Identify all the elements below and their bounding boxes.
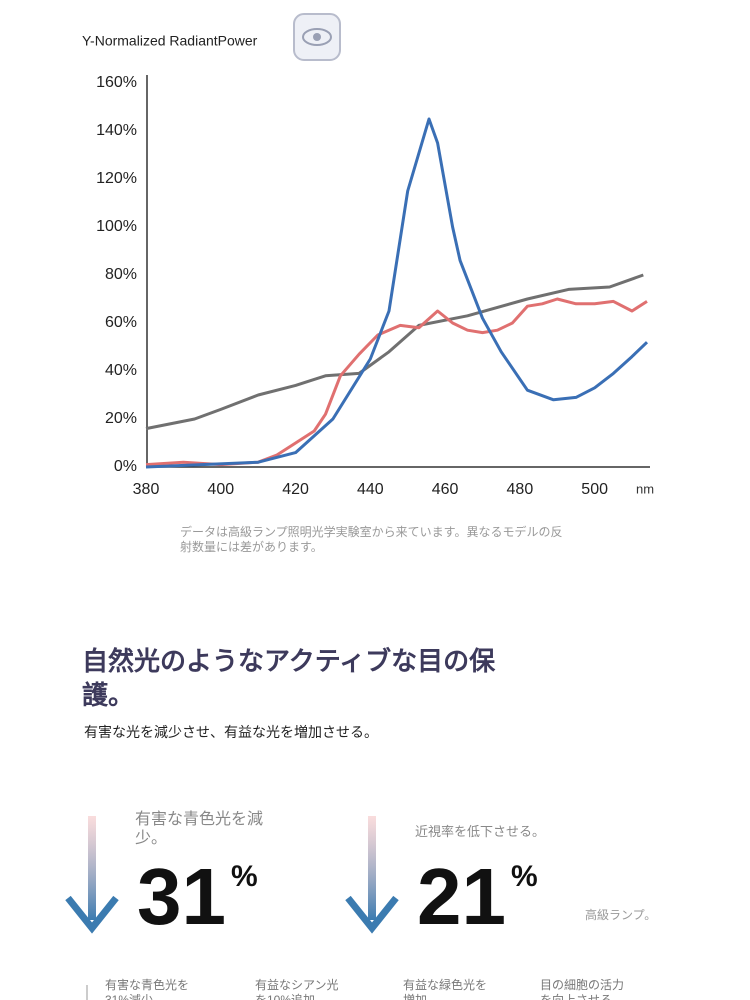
stat-caption: 近視率を低下させる。 [415,824,546,839]
y-tick-label: 20% [105,410,137,427]
x-tick-label: 380 [133,481,160,498]
y-axis-label: Y-Normalized RadiantPower [82,33,258,49]
x-tick-label: 440 [357,481,384,498]
y-tick-label: 0% [114,458,137,475]
series-line [145,273,644,431]
eye-icon [293,13,341,61]
y-tick-label: 60% [105,314,137,331]
stat-unit: % [231,860,258,893]
watermark: 高級ランプ。 [585,908,657,922]
down-arrow [65,816,119,934]
stat-value: 21 [417,852,506,941]
feature-text: 有益な緑色光を増加 [403,978,488,1000]
arrows [65,816,399,934]
feature-text: 有害な青色光を31%減少 [105,978,190,1000]
stat-value: 31 [137,852,226,941]
chart: Y-Normalized RadiantPower nm 0% 20% 40% 60%… [82,13,654,498]
series-line [145,297,648,467]
stat-unit: % [511,860,538,893]
feature-text: 有益なシアン光を10%追加 [255,978,339,1000]
y-tick-label: 40% [105,362,137,379]
series-line [145,117,649,469]
x-tick-label: 420 [282,481,309,498]
divider [86,985,88,1000]
x-tick-label: 400 [207,481,234,498]
x-tick-label: 460 [432,481,459,498]
heading: 自然光のようなアクティブな目の保護。 [82,646,496,710]
y-tick-label: 140% [96,122,137,139]
subheading: 有害な光を減少させ、有益な光を増加させる。 [84,724,378,740]
y-tick-label: 80% [105,266,137,283]
note: データは高級ランプ照明光学実験室から来ています。異なるモデルの反射数量には差があ… [180,525,563,554]
feature-text: 目の細胞の活力を向上させる [540,978,625,1000]
y-tick-label: 100% [96,218,137,235]
x-tick-label: 500 [581,481,608,498]
x-axis-unit: nm [636,481,654,496]
y-tick-label: 120% [96,170,137,187]
x-tick-label: 480 [507,481,534,498]
y-tick-label: 160% [96,74,137,91]
down-arrow [345,816,399,934]
stat-caption: 有害な青色光を減少。 [135,811,264,847]
